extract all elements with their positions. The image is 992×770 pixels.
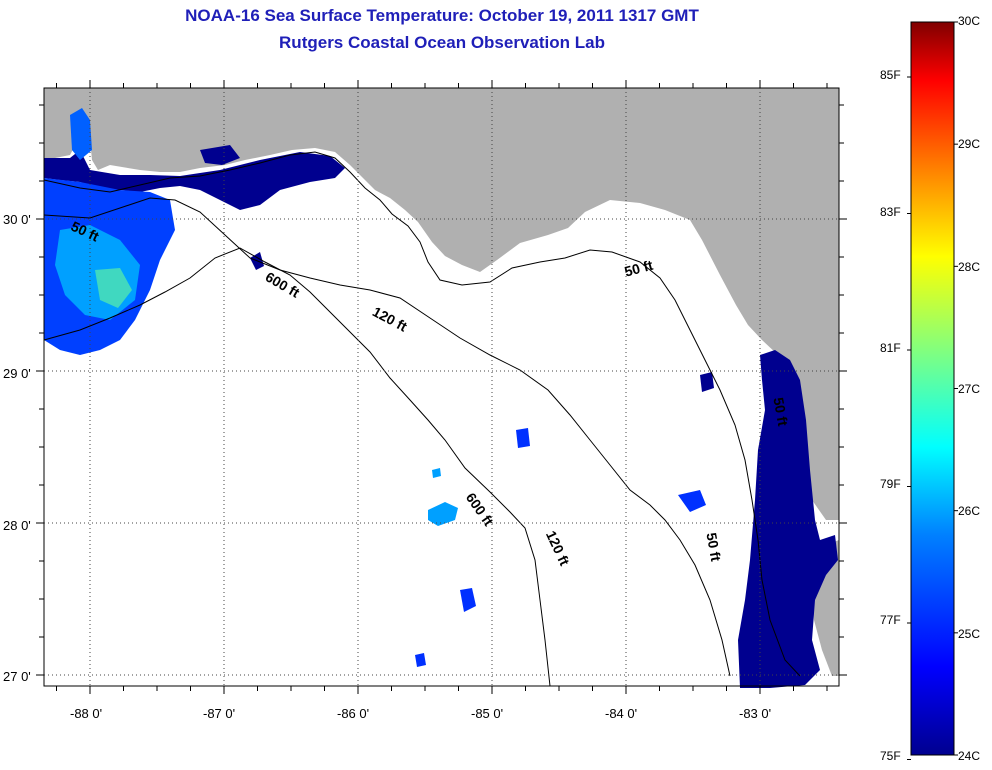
cb-label-26c: 26C bbox=[958, 504, 981, 518]
sst-data bbox=[44, 108, 838, 688]
cb-label-77f: 77F bbox=[880, 613, 901, 627]
cb-label-24c: 24C bbox=[958, 749, 981, 763]
map-title: NOAA-16 Sea Surface Temperature: October… bbox=[185, 6, 699, 25]
lat-label-30: 30 0' bbox=[3, 212, 31, 227]
lat-label-27: 27 0' bbox=[3, 669, 31, 684]
contour-label: 50 ft bbox=[703, 531, 724, 562]
cb-label-75f: 75F bbox=[880, 749, 901, 763]
land-mass bbox=[44, 88, 839, 520]
cb-label-79f: 79F bbox=[880, 477, 901, 491]
lon-label-84: -84 0' bbox=[605, 706, 638, 721]
contour-600ft bbox=[43, 247, 551, 687]
cb-label-81f: 81F bbox=[880, 341, 901, 355]
lon-label-83: -83 0' bbox=[739, 706, 772, 721]
cb-label-29c: 29C bbox=[958, 137, 981, 151]
contour-120ft bbox=[43, 197, 731, 677]
cb-label-83f: 83F bbox=[880, 205, 901, 219]
lon-label-85: -85 0' bbox=[471, 706, 504, 721]
cb-label-28c: 28C bbox=[958, 260, 981, 274]
cb-label-25c: 25C bbox=[958, 627, 981, 641]
lat-label-29: 29 0' bbox=[3, 366, 31, 381]
lon-label-87: -87 0' bbox=[203, 706, 236, 721]
depth-contours bbox=[43, 151, 801, 687]
map-subtitle: Rutgers Coastal Ocean Observation Lab bbox=[279, 33, 605, 52]
cb-label-85f: 85F bbox=[880, 68, 901, 82]
cb-label-27c: 27C bbox=[958, 382, 981, 396]
lat-label-28: 28 0' bbox=[3, 518, 31, 533]
lon-label-88: -88 0' bbox=[70, 706, 103, 721]
lon-label-86: -86 0' bbox=[337, 706, 370, 721]
map-frame bbox=[43, 87, 840, 687]
contour-label: 50 ft bbox=[770, 396, 791, 427]
cb-label-30c: 30C bbox=[958, 14, 981, 28]
contour-50ft-west bbox=[43, 151, 801, 677]
colorbar bbox=[910, 21, 955, 756]
contour-label: 50 ft bbox=[623, 257, 655, 280]
